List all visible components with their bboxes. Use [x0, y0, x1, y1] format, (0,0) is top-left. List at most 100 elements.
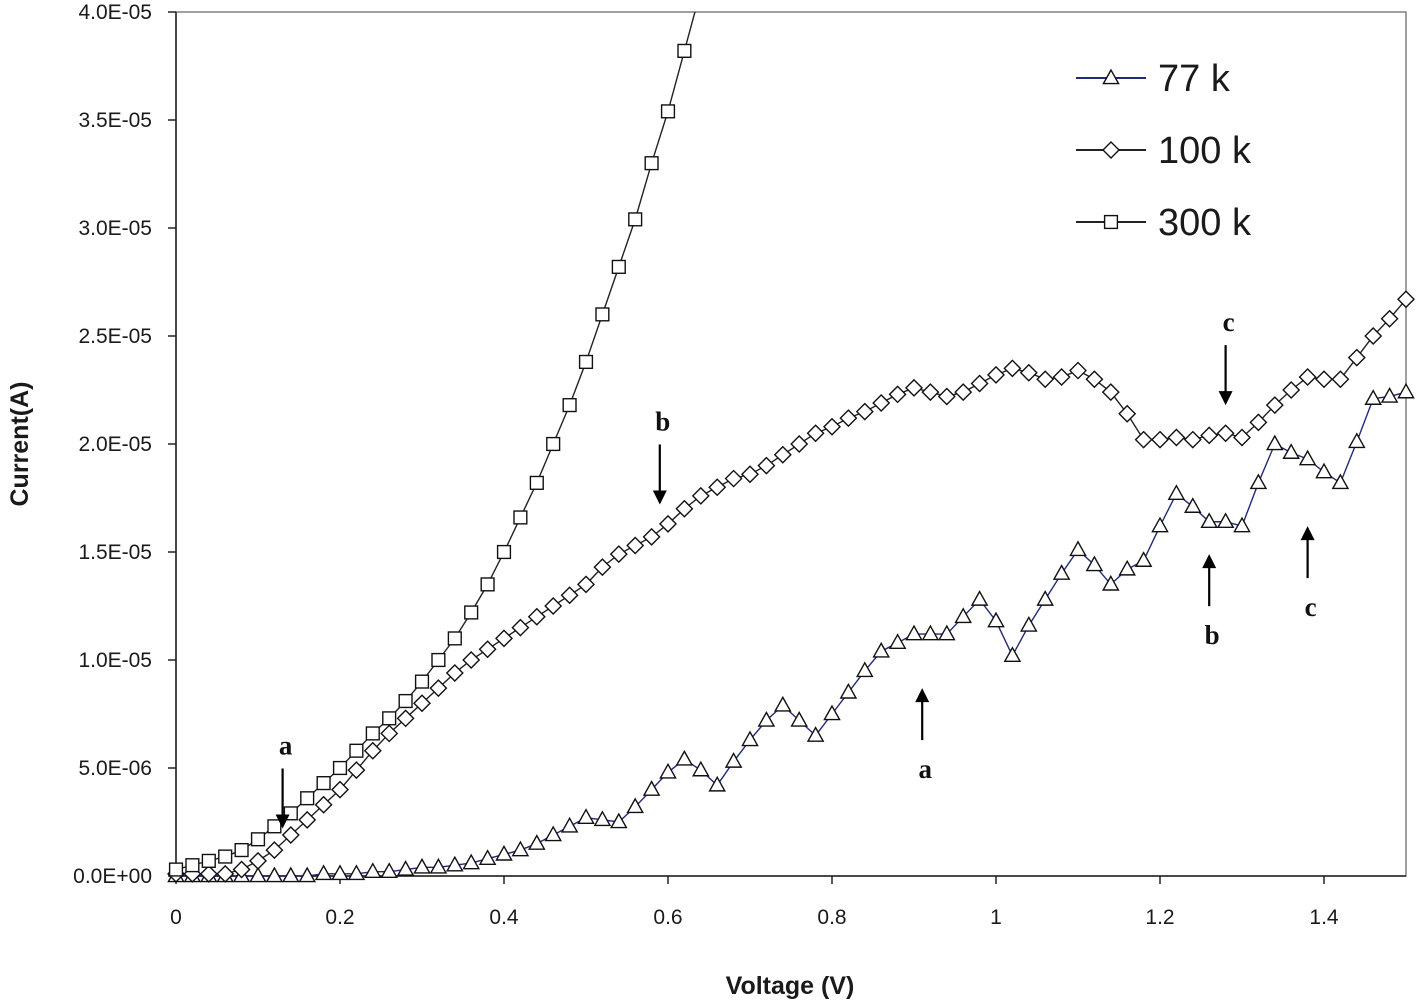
- data-point: [1347, 348, 1366, 367]
- x-tick-label: 0.2: [325, 906, 354, 929]
- data-point: [691, 486, 710, 505]
- data-point: [1216, 424, 1235, 443]
- data-point: [1118, 559, 1136, 576]
- data-point: [1085, 555, 1104, 572]
- data-point: [1265, 396, 1284, 415]
- annotation-b: b: [1202, 554, 1220, 650]
- data-point: [757, 456, 776, 475]
- annotation-arrowhead: [275, 814, 290, 829]
- data-point: [921, 624, 940, 641]
- data-point: [332, 760, 348, 776]
- data-point: [480, 577, 495, 592]
- data-point: [609, 545, 628, 564]
- data-point: [970, 374, 989, 393]
- data-point: [626, 536, 645, 555]
- data-point: [1249, 413, 1268, 432]
- legend-marker: [1102, 141, 1120, 159]
- data-point: [1183, 430, 1202, 449]
- data-point: [562, 398, 577, 413]
- data-point: [741, 730, 759, 747]
- data-point: [168, 862, 184, 877]
- data-point: [298, 810, 317, 829]
- data-point: [675, 749, 694, 766]
- series-line: [176, 298, 1407, 875]
- y-tick-label: 5.0E-06: [78, 757, 152, 780]
- data-point: [790, 711, 808, 727]
- data-point: [642, 780, 661, 796]
- data-point: [628, 212, 643, 227]
- data-point: [593, 810, 612, 827]
- data-point: [1200, 512, 1218, 529]
- data-point: [1003, 359, 1022, 378]
- data-point: [1134, 430, 1153, 449]
- data-point: [331, 864, 349, 881]
- data-point: [546, 436, 561, 452]
- data-point: [314, 795, 333, 814]
- annotation-c: c: [1218, 307, 1235, 406]
- data-point: [1348, 432, 1366, 449]
- series-square: [168, 12, 696, 877]
- data-point: [839, 409, 858, 428]
- x-tick-label: 0: [170, 906, 182, 929]
- x-tick-label: 1.2: [1145, 906, 1174, 929]
- data-point: [199, 864, 218, 883]
- data-point: [1397, 290, 1415, 309]
- legend-item-square: 300 k: [1076, 202, 1252, 244]
- data-point: [267, 819, 282, 834]
- data-point: [380, 862, 398, 878]
- data-point: [1085, 370, 1104, 389]
- data-point: [1282, 381, 1301, 399]
- series-line: [176, 391, 1407, 877]
- data-point: [578, 354, 594, 370]
- data-point: [365, 726, 380, 741]
- data-point: [987, 365, 1005, 384]
- y-tick-label: 3.0E-05: [78, 217, 152, 240]
- data-point: [364, 862, 382, 878]
- data-point: [1052, 368, 1071, 387]
- data-point: [528, 834, 546, 850]
- data-point: [610, 812, 628, 829]
- data-point: [496, 544, 512, 560]
- data-point: [1019, 363, 1038, 382]
- data-point: [250, 832, 266, 847]
- data-point: [1380, 309, 1399, 328]
- data-point: [1052, 564, 1071, 580]
- data-point: [644, 156, 659, 171]
- data-point: [529, 475, 544, 490]
- data-point: [380, 724, 399, 743]
- y-tick-label: 1.5E-05: [78, 541, 152, 564]
- annotation-arrowhead: [652, 490, 667, 505]
- data-point: [1134, 551, 1153, 567]
- data-point: [872, 393, 891, 412]
- y-tick-label: 2.0E-05: [78, 433, 152, 456]
- data-point: [692, 760, 710, 777]
- data-point: [1233, 516, 1251, 533]
- data-point: [659, 514, 677, 533]
- data-point: [954, 383, 973, 402]
- data-point: [1102, 574, 1120, 591]
- y-tick-label: 1.0E-05: [78, 649, 152, 672]
- data-point: [1036, 370, 1055, 389]
- data-point: [478, 849, 497, 866]
- data-point: [316, 776, 331, 791]
- annotation-label: a: [279, 730, 293, 760]
- data-point: [544, 597, 563, 615]
- data-point: [1118, 404, 1137, 423]
- data-point: [1331, 370, 1350, 389]
- x-axis-title: Voltage (V): [726, 972, 855, 1000]
- data-point: [1101, 383, 1120, 402]
- data-point: [1282, 443, 1300, 459]
- data-point: [414, 674, 430, 689]
- data-point: [281, 825, 300, 844]
- data-point: [429, 857, 448, 874]
- data-point: [937, 387, 956, 406]
- y-tick-label: 4.0E-05: [78, 1, 152, 24]
- data-point: [265, 841, 284, 860]
- data-point: [1249, 473, 1268, 490]
- data-point: [1266, 434, 1284, 451]
- data-point: [1151, 430, 1169, 449]
- annotation-label: c: [1305, 592, 1317, 622]
- data-point: [1315, 462, 1333, 479]
- data-point: [232, 860, 251, 879]
